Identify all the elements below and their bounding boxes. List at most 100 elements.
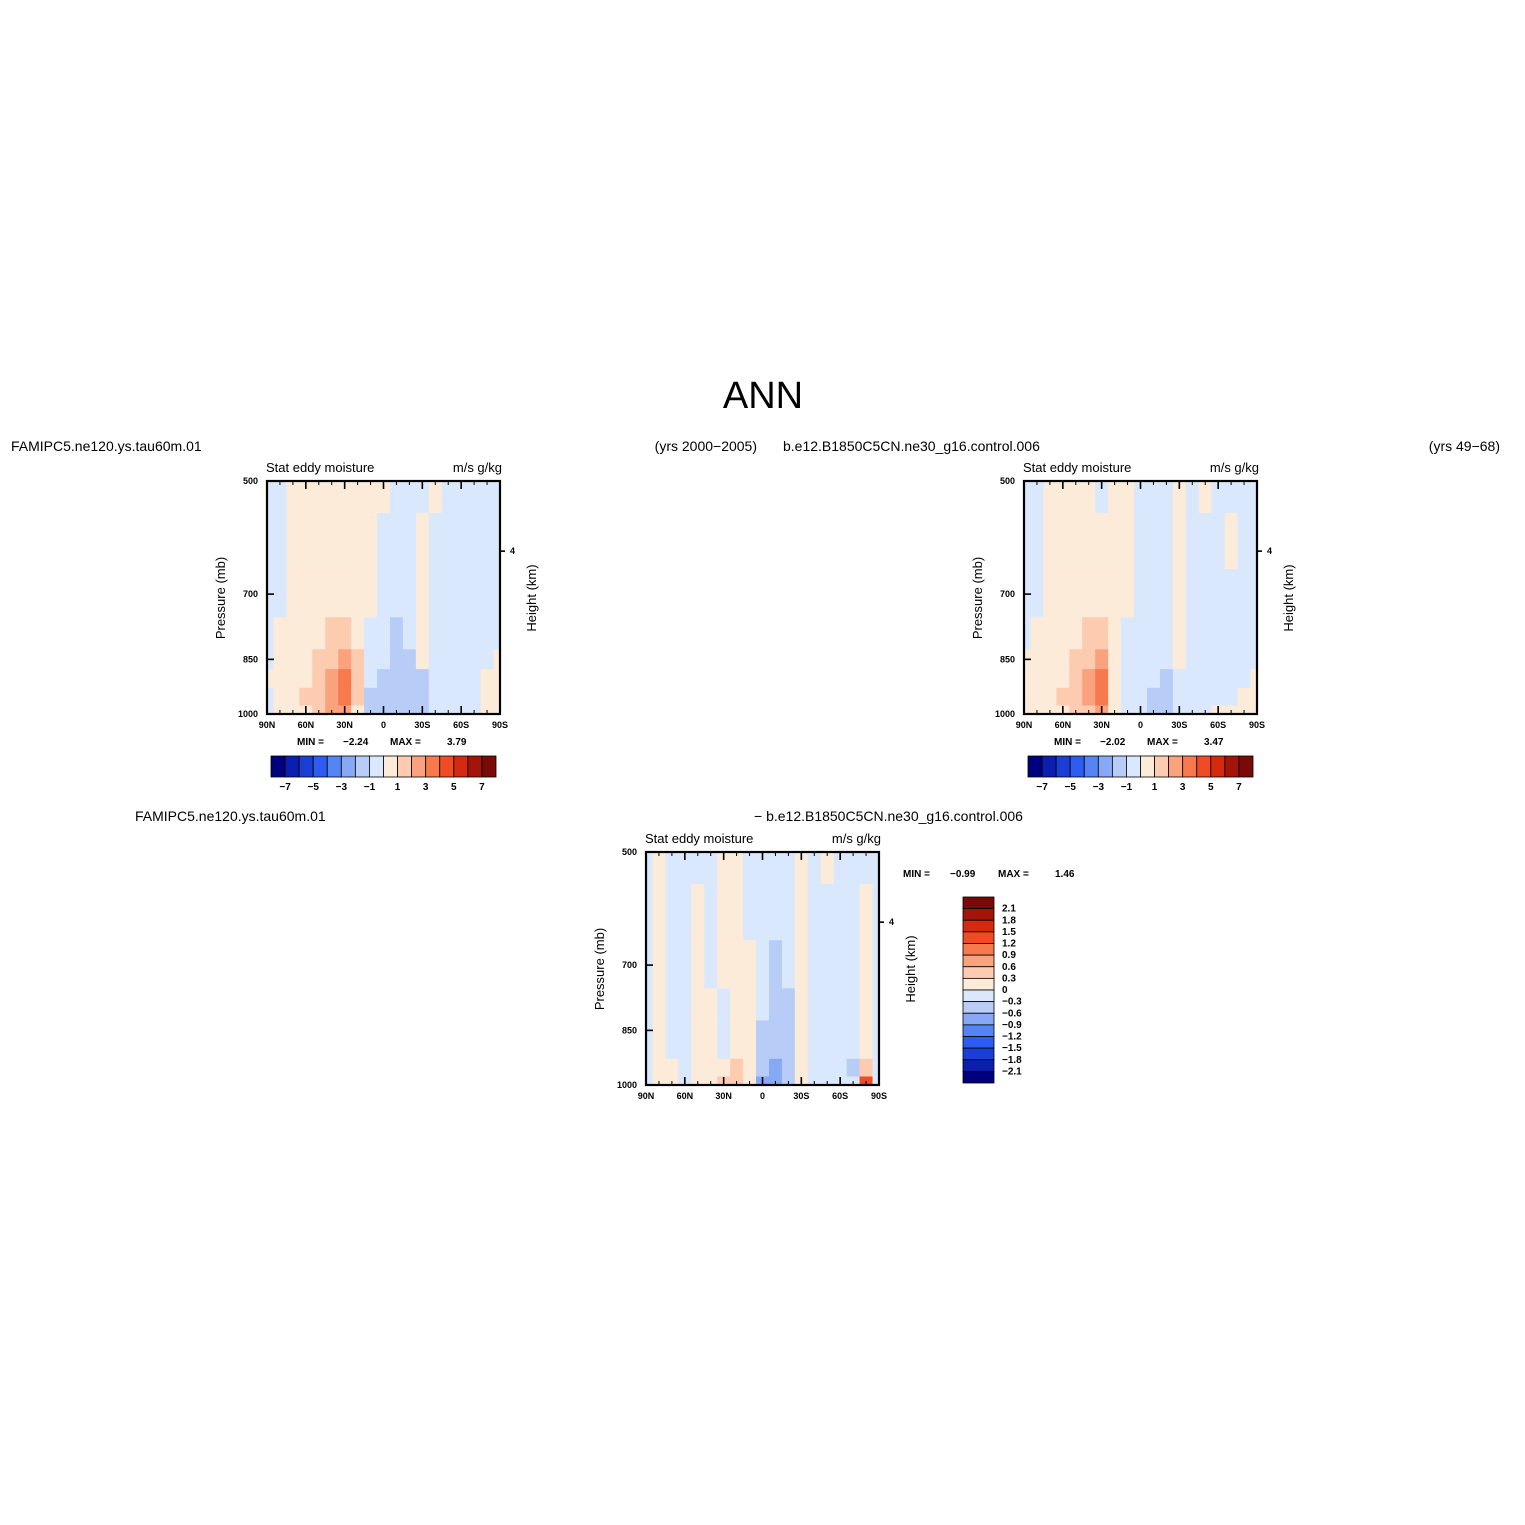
panel-difference-cell	[768, 1020, 783, 1041]
panel-difference-ytick-label: 850	[622, 1025, 637, 1035]
panel-control-cell	[1172, 569, 1187, 618]
panel-model-cell	[454, 569, 469, 618]
panel-difference-cell	[807, 1076, 822, 1086]
panel-model-min-value: −2.24	[343, 737, 369, 748]
panel-model-cell	[325, 705, 339, 715]
panel-difference-cell	[756, 884, 770, 941]
panel-difference-cell	[691, 852, 705, 885]
panel-difference-subtitle: Stat eddy moisture	[645, 831, 753, 846]
panel-difference-cell	[807, 940, 822, 989]
panel-model-xtick-label: 60S	[453, 720, 469, 730]
panel-model-colorbar-label: −3	[336, 782, 348, 793]
panel-model-colorbar-label: 5	[451, 782, 457, 793]
panel-model-cell	[351, 513, 365, 570]
panel-control-cell	[1056, 649, 1070, 670]
panel-difference-cell	[691, 1058, 705, 1077]
panel-difference-colorbar-swatch	[962, 1001, 995, 1014]
panel-control-cell	[1185, 617, 1200, 650]
panel-control-cell	[1108, 705, 1122, 715]
panel-model-ytick-label: 850	[243, 654, 258, 664]
panel-model-cell	[493, 687, 501, 706]
panel-control-cell	[1082, 513, 1096, 570]
panel-model-cell	[312, 569, 326, 618]
panel-model-cell	[389, 569, 404, 618]
panel-difference-cell	[665, 988, 679, 1021]
panel-difference-cell	[756, 940, 770, 989]
panel-model-ytick-label: 500	[243, 476, 258, 486]
panel-control-cell	[1146, 617, 1161, 650]
panel-control-cell	[1250, 569, 1258, 618]
panel-difference-cell	[743, 1058, 757, 1077]
panel-model-cell	[402, 687, 417, 706]
panel-model-cell	[338, 687, 352, 706]
panel-difference-cell	[859, 1076, 873, 1086]
panel-model-cell	[377, 569, 391, 618]
panel-difference-cell	[846, 1040, 860, 1060]
panel-control-cell	[1030, 569, 1044, 618]
panel-model-xtick-label: 30N	[336, 720, 353, 730]
panel-control-cell	[1146, 649, 1161, 670]
panel-difference-cell	[717, 988, 731, 1021]
panel-difference-cell	[646, 1040, 653, 1060]
panel-difference-colorbar-swatch	[962, 943, 995, 956]
panel-model-xtick-label: 90S	[492, 720, 508, 730]
panel-model-cell	[364, 687, 378, 706]
panel-difference-cell	[646, 1076, 653, 1086]
panel-control-colorbar-swatch	[1083, 755, 1099, 778]
panel-difference-xtick-label: 90S	[871, 1091, 887, 1101]
panel-control-colorbar-swatch	[1055, 755, 1071, 778]
panel-model-cell	[428, 649, 443, 670]
panel-difference-cell	[768, 884, 783, 941]
panel-control-cell	[1082, 617, 1096, 650]
panel-difference-colorbar-label: 1.8	[1002, 915, 1016, 926]
panel-model: FAMIPC5.ne120.ys.tau60m.01 (yrs 2000−200…	[11, 438, 757, 793]
panel-difference-cell	[756, 1020, 770, 1041]
panel-control-cell	[1237, 705, 1251, 715]
panel-control-cell	[1237, 569, 1251, 618]
panel-control-cell	[1069, 669, 1083, 689]
panel-model-colorbar-swatch	[284, 755, 300, 778]
panel-difference-cell	[846, 988, 860, 1021]
panel-control-cell	[1146, 669, 1161, 689]
panel-model-cell	[273, 617, 287, 650]
panel-difference-cell	[704, 1020, 718, 1041]
panel-model-cell	[441, 687, 456, 706]
panel-model-cell	[286, 705, 300, 715]
panel-control-cell	[1224, 705, 1238, 715]
panel-control-colorbar-label: −3	[1093, 782, 1105, 793]
panel-difference-cell	[820, 884, 835, 941]
panel-control-colorbar-swatch	[1027, 755, 1043, 778]
panel-model-subtitle: Stat eddy moisture	[266, 460, 374, 475]
panel-control-cell	[1134, 649, 1148, 670]
panel-model-cell	[441, 669, 456, 689]
panel-model-cell	[273, 569, 287, 618]
panel-control-colorbar-label: 7	[1236, 782, 1242, 793]
panel-model-cell	[267, 617, 274, 650]
panel-control-cell	[1121, 649, 1135, 670]
panel-difference-cell	[691, 940, 705, 989]
panel-model-cell	[428, 569, 443, 618]
panel-difference-cell	[756, 1058, 770, 1077]
panel-control-cell	[1185, 687, 1200, 706]
panel-control-cell	[1024, 617, 1031, 650]
panel-model-cell	[480, 687, 494, 706]
panel-control-cell	[1095, 481, 1109, 514]
panel-difference-cell	[717, 1040, 731, 1060]
panel-control-cell	[1030, 649, 1044, 670]
panel-model-cell	[364, 669, 378, 689]
panel-model-cell	[428, 617, 443, 650]
panel-control-colorbar-swatch	[1224, 755, 1240, 778]
panel-model-cell	[273, 705, 287, 715]
panel-model-cell	[286, 513, 300, 570]
panel-control-cell	[1159, 705, 1174, 715]
panel-model-cell	[402, 617, 417, 650]
panel-control-cell	[1121, 687, 1135, 706]
panel-difference-cell	[768, 988, 783, 1021]
panel-model-cell	[351, 669, 365, 689]
panel-difference-cell	[820, 1076, 835, 1086]
panel-control-cell	[1056, 669, 1070, 689]
panel-control-ytick-label: 700	[1000, 589, 1015, 599]
panel-model-colorbar-label: −7	[279, 782, 291, 793]
panel-difference-cell	[781, 988, 796, 1021]
panel-control-cell	[1185, 649, 1200, 670]
